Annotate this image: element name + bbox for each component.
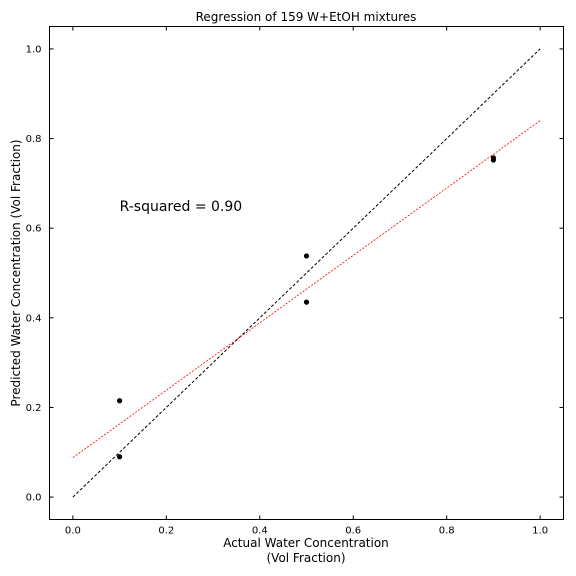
y-axis-ticks: 0.0 0.2 0.4 0.6 0.8 1.0 [26, 44, 564, 504]
y-tick-label: 1.0 [26, 44, 42, 55]
x-tick-label: 0.6 [345, 526, 361, 537]
chart-title: Regression of 159 W+EtOH mixtures [196, 10, 417, 24]
y-tick-label: 0.2 [26, 403, 42, 414]
x-axis-label-line-2: (Vol Fraction) [266, 551, 345, 565]
data-points [116, 155, 497, 460]
y-tick-label: 0.0 [26, 493, 42, 504]
identity-line [72, 48, 541, 498]
x-tick-label: 1.0 [532, 526, 548, 537]
data-point [490, 157, 497, 163]
plot-frame [49, 26, 564, 520]
data-point [116, 454, 123, 460]
regression-fit-line [72, 120, 541, 458]
y-tick-label: 0.8 [26, 134, 42, 145]
data-point [303, 253, 310, 259]
x-axis-ticks: 0.0 0.2 0.4 0.6 0.8 1.0 [65, 26, 548, 537]
r-squared-annotation: R-squared = 0.90 [120, 199, 243, 215]
data-point [116, 398, 123, 404]
y-tick-label: 0.6 [26, 224, 42, 235]
data-point [303, 299, 310, 305]
x-tick-label: 0.8 [439, 526, 455, 537]
x-tick-label: 0.2 [158, 526, 174, 537]
x-tick-label: 0.0 [65, 526, 81, 537]
y-tick-label: 0.4 [26, 313, 42, 324]
x-axis-label-line-1: Actual Water Concentration [223, 536, 389, 550]
x-tick-label: 0.4 [252, 526, 268, 537]
y-axis-label: Predicted Water Concentration (Vol Fract… [9, 139, 23, 406]
